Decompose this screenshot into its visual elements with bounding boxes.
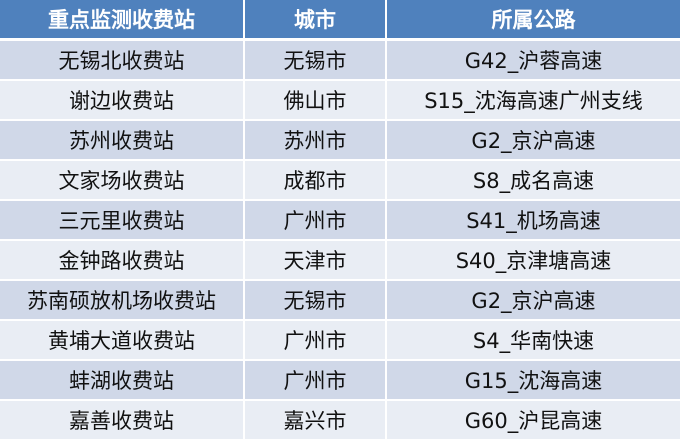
table-row: 无锡北收费站 无锡市 G42_沪蓉高速 bbox=[0, 38, 680, 80]
table-row: 苏南硕放机场收费站 无锡市 G2_京沪高速 bbox=[0, 279, 680, 320]
city-cell: 嘉兴市 bbox=[244, 399, 387, 439]
city-cell: 无锡市 bbox=[244, 38, 387, 80]
table-row: 苏州收费站 苏州市 G2_京沪高速 bbox=[0, 119, 680, 160]
station-cell: 无锡北收费站 bbox=[0, 38, 245, 80]
city-cell: 广州市 bbox=[244, 199, 387, 240]
station-cell: 文家场收费站 bbox=[0, 159, 245, 200]
table-row: 谢边收费站 佛山市 S15_沈海高速广州支线 bbox=[0, 79, 680, 120]
station-cell: 蚌湖收费站 bbox=[0, 359, 245, 400]
header-row: 重点监测收费站 城市 所属公路 bbox=[0, 0, 680, 41]
station-cell: 三元里收费站 bbox=[0, 199, 245, 240]
city-cell: 苏州市 bbox=[244, 119, 387, 160]
city-cell: 成都市 bbox=[244, 159, 387, 200]
station-cell: 谢边收费站 bbox=[0, 79, 245, 120]
highway-cell: G60_沪昆高速 bbox=[386, 399, 680, 439]
highway-cell: G2_京沪高速 bbox=[386, 279, 680, 320]
table-row: 黄埔大道收费站 广州市 S4_华南快速 bbox=[0, 319, 680, 360]
highway-cell: G15_沈海高速 bbox=[386, 359, 680, 400]
table-row: 金钟路收费站 天津市 S40_京津塘高速 bbox=[0, 239, 680, 280]
highway-cell: S40_京津塘高速 bbox=[386, 239, 680, 280]
header-city: 城市 bbox=[244, 0, 387, 41]
table-row: 嘉善收费站 嘉兴市 G60_沪昆高速 bbox=[0, 399, 680, 439]
highway-cell: S8_成名高速 bbox=[386, 159, 680, 200]
highway-cell: S4_华南快速 bbox=[386, 319, 680, 360]
highway-cell: G42_沪蓉高速 bbox=[386, 38, 680, 80]
header-station: 重点监测收费站 bbox=[0, 0, 245, 41]
station-cell: 金钟路收费站 bbox=[0, 239, 245, 280]
station-cell: 黄埔大道收费站 bbox=[0, 319, 245, 360]
highway-cell: G2_京沪高速 bbox=[386, 119, 680, 160]
table-row: 文家场收费站 成都市 S8_成名高速 bbox=[0, 159, 680, 200]
station-cell: 苏州收费站 bbox=[0, 119, 245, 160]
header-highway: 所属公路 bbox=[386, 0, 680, 41]
table-row: 蚌湖收费站 广州市 G15_沈海高速 bbox=[0, 359, 680, 400]
highway-cell: S15_沈海高速广州支线 bbox=[386, 79, 680, 120]
table-row: 三元里收费站 广州市 S41_机场高速 bbox=[0, 199, 680, 240]
city-cell: 无锡市 bbox=[244, 279, 387, 320]
highway-cell: S41_机场高速 bbox=[386, 199, 680, 240]
station-cell: 苏南硕放机场收费站 bbox=[0, 279, 245, 320]
city-cell: 广州市 bbox=[244, 319, 387, 360]
station-cell: 嘉善收费站 bbox=[0, 399, 245, 439]
city-cell: 广州市 bbox=[244, 359, 387, 400]
city-cell: 佛山市 bbox=[244, 79, 387, 120]
city-cell: 天津市 bbox=[244, 239, 387, 280]
